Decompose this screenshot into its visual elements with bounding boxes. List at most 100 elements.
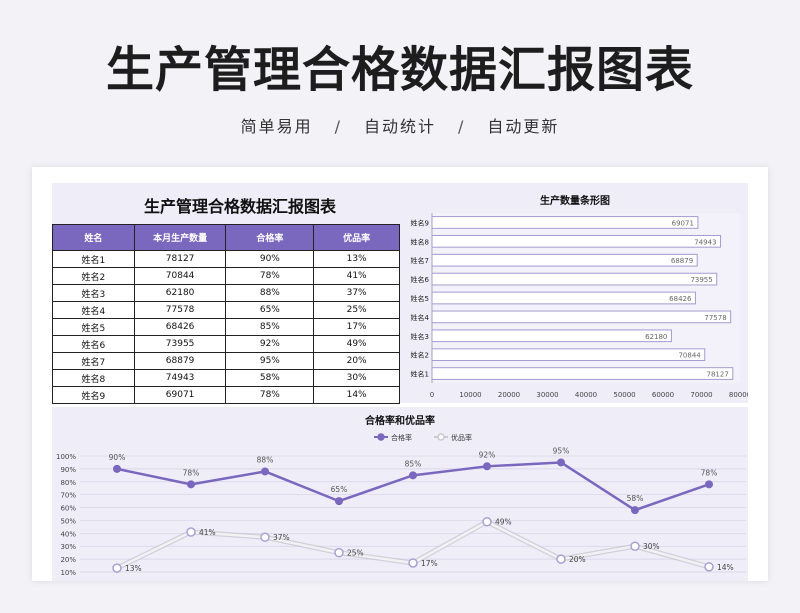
x-tick-label: 60000 (652, 391, 674, 399)
line-chart-title: 合格率和优品率 (365, 416, 435, 427)
cell-pass-rate: 92% (225, 335, 315, 353)
spreadsheet-sheet: 生产管理合格数据汇报图表 姓名 本月生产数量 合格率 优品率 姓名1 78127 9… (32, 167, 768, 581)
x-tick-label: 0 (430, 391, 434, 399)
category-label: 姓名8 (411, 237, 429, 246)
table-row: 姓名3 62180 88% 37% (52, 284, 400, 302)
table-row: 姓名7 68879 95% 20% (52, 352, 400, 370)
bar (431, 329, 672, 343)
data-label: 41% (199, 528, 216, 537)
cell-quantity: 62180 (133, 284, 227, 302)
cell-quality-rate: 30% (313, 369, 400, 387)
cell-name: 姓名3 (52, 284, 135, 302)
data-label: 58% (627, 494, 644, 503)
column-header-quantity: 本月生产数量 (133, 224, 227, 251)
cell-quality-rate: 17% (313, 318, 400, 336)
data-label: 13% (125, 564, 142, 573)
data-label: 68879 (671, 257, 693, 265)
data-label: 25% (347, 549, 364, 558)
data-label: 68426 (669, 295, 692, 303)
cell-name: 姓名4 (52, 301, 135, 319)
y-tick-label: 50% (60, 517, 76, 525)
y-tick-label: 100% (56, 453, 76, 461)
cell-name: 姓名8 (52, 369, 135, 387)
x-tick-label: 40000 (575, 391, 597, 399)
cell-name: 姓名6 (52, 335, 135, 353)
x-tick-label: 70000 (690, 391, 712, 399)
data-point (704, 562, 714, 572)
table-row: 姓名1 78127 90% 13% (52, 250, 400, 268)
cell-pass-rate: 78% (225, 386, 315, 404)
x-tick-label: 10000 (459, 391, 481, 399)
bar (431, 253, 698, 267)
cell-quality-rate: 49% (313, 335, 400, 353)
data-point (408, 558, 418, 568)
table-title: 生产管理合格数据汇报图表 (143, 197, 336, 216)
cell-quality-rate: 37% (313, 284, 400, 302)
data-point (557, 458, 565, 467)
data-label: 65% (331, 485, 348, 494)
x-tick-label: 80000 (729, 391, 748, 399)
bar-chart-panel: 生产数量条形图 0 10000 20000 30000 40000 50000 60000 7… (402, 183, 748, 403)
table-row: 姓名4 77578 65% 25% (52, 301, 400, 319)
y-tick-label: 80% (60, 479, 76, 487)
data-point (112, 563, 122, 573)
bar (431, 310, 732, 324)
cell-name: 姓名2 (52, 267, 135, 285)
cell-pass-rate: 65% (225, 301, 315, 319)
data-label: 49% (495, 518, 512, 527)
table-row: 姓名2 70844 78% 41% (52, 267, 400, 285)
cell-quality-rate: 14% (313, 386, 400, 404)
data-point (409, 471, 417, 480)
table-row: 姓名6 73955 92% 49% (52, 335, 400, 353)
legend-marker (377, 433, 385, 441)
legend-marker (437, 433, 445, 441)
data-table: 姓名 本月生产数量 合格率 优品率 姓名1 78127 90% 13% 姓名2 70844… (52, 224, 400, 404)
data-point (705, 480, 713, 489)
subtitle-item-stats: 自动统计 (363, 117, 436, 136)
y-tick-label: 30% (60, 543, 76, 551)
data-label: 95% (553, 446, 570, 455)
column-header-quality-rate: 优品率 (313, 224, 400, 251)
data-label: 37% (273, 533, 290, 542)
cell-pass-rate: 85% (225, 318, 315, 336)
table-body: 姓名1 78127 90% 13% 姓名2 70844 78% 41% 姓名3 62180 88% 3… (52, 250, 400, 404)
subtitle-item-easy: 简单易用 (240, 117, 313, 136)
data-label: 74943 (694, 238, 716, 246)
data-label: 69071 (672, 219, 694, 227)
table-row: 姓名9 69071 78% 14% (52, 386, 400, 404)
cell-quality-rate: 20% (313, 352, 400, 370)
data-label: 62180 (645, 333, 667, 341)
bar (431, 367, 734, 380)
table-row: 姓名8 74943 58% 30% (52, 369, 400, 387)
y-tick-label: 20% (60, 556, 76, 564)
y-tick-label: 10% (60, 569, 76, 577)
category-label: 姓名9 (411, 218, 429, 227)
category-label: 姓名2 (411, 351, 429, 360)
x-tick-label: 30000 (536, 391, 558, 399)
x-tick-label: 20000 (498, 391, 520, 399)
legend-label: 优品率 (451, 433, 472, 442)
data-point (482, 516, 492, 527)
cell-quantity: 78127 (133, 250, 227, 268)
cell-quantity: 68879 (133, 352, 227, 370)
data-label: 90% (109, 453, 126, 462)
cell-pass-rate: 88% (225, 284, 315, 302)
data-label: 73955 (690, 276, 712, 284)
cell-quantity: 74943 (133, 369, 227, 387)
category-label: 姓名3 (411, 332, 429, 341)
legend-label: 合格率 (391, 433, 412, 442)
data-point (631, 506, 639, 515)
data-point (483, 462, 491, 471)
category-label: 姓名5 (411, 294, 429, 303)
y-tick-label: 70% (60, 492, 76, 500)
column-header-name: 姓名 (52, 224, 135, 251)
page-subtitle: 简单易用 / 自动统计 / 自动更新 (0, 113, 800, 137)
category-label: 姓名6 (411, 275, 430, 284)
cell-quality-rate: 41% (313, 267, 400, 285)
table-panel: 生产管理合格数据汇报图表 姓名 本月生产数量 合格率 优品率 姓名1 78127 9… (52, 183, 428, 404)
data-point (187, 480, 195, 489)
category-label: 姓名1 (411, 370, 429, 379)
bar (431, 272, 718, 286)
bar (431, 234, 722, 248)
y-tick-label: 60% (60, 505, 76, 513)
